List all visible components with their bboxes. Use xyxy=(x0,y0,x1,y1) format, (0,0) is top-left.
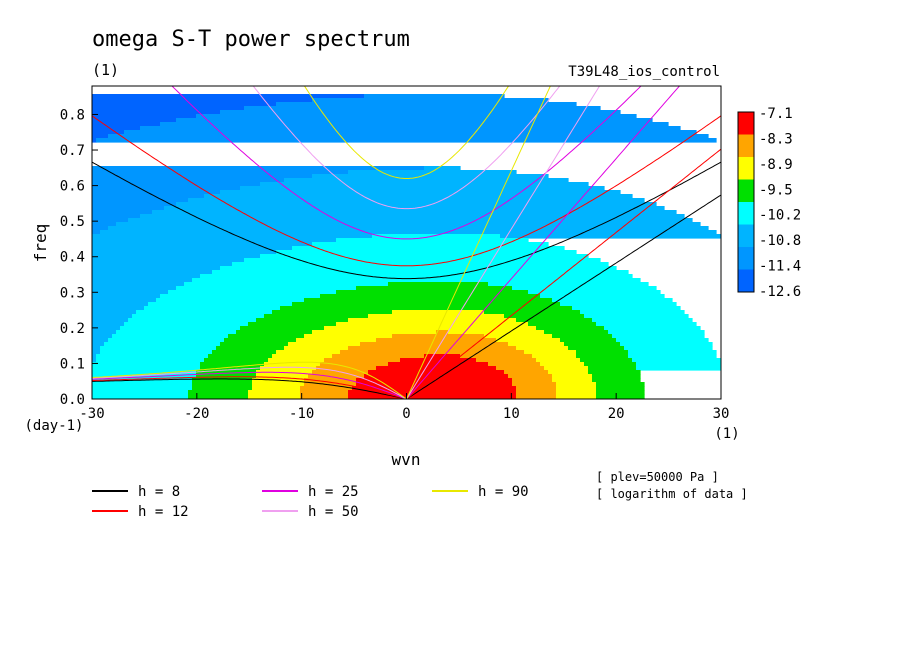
legend-entry: h = 90 xyxy=(432,484,529,500)
contour-fills xyxy=(92,94,721,399)
y-tick-label: 0.2 xyxy=(60,321,85,337)
colorbar: -7.1 -8.3 -8.9 -9.5 -10.2 -10.8 -11.4 -12.6 xyxy=(737,106,801,300)
y-axis-label: freq xyxy=(31,224,50,263)
y-tick-label: 0.7 xyxy=(60,143,85,159)
colorbar-swatch xyxy=(738,157,754,180)
gravity-curve xyxy=(303,86,510,179)
x-tick-label: 0 xyxy=(402,406,410,422)
legend-entry: h = 25 xyxy=(262,484,359,500)
kelvin-curve xyxy=(406,86,681,399)
colorbar-label: -8.9 xyxy=(759,157,793,173)
dispersion-h-90 xyxy=(92,86,551,399)
experiment-label: T39L48_ios_control xyxy=(568,64,720,80)
y-tick-label: 0.8 xyxy=(60,107,85,123)
y-axis: 0.0 0.1 0.2 0.3 0.4 0.5 0.6 0.7 0.8 xyxy=(60,107,98,408)
colorbar-swatch xyxy=(738,179,754,203)
legend-entry: h = 8 xyxy=(92,484,180,500)
rossby-curve xyxy=(92,361,407,399)
x-tick-label: 10 xyxy=(503,406,520,422)
colorbar-label: -8.3 xyxy=(759,131,793,147)
chart-title: omega S-T power spectrum xyxy=(92,27,410,52)
x-tick-label: -30 xyxy=(79,406,104,422)
y-tick-label: 0.6 xyxy=(60,179,85,195)
legend-entry: h = 50 xyxy=(262,504,359,520)
legend-label: h = 8 xyxy=(138,484,180,500)
kelvin-curve xyxy=(406,194,721,399)
gravity-curve xyxy=(171,86,642,240)
x-tick-label: 20 xyxy=(608,406,625,422)
y-tick-label: 0.4 xyxy=(60,250,85,266)
colorbar-swatch xyxy=(738,202,754,225)
legend: h = 8 h = 12 h = 25 h = 50 h = 90 xyxy=(92,484,529,520)
x-tick-label: -20 xyxy=(184,406,209,422)
dispersion-curves xyxy=(92,86,721,399)
colorbar-swatch xyxy=(738,269,754,293)
x-tick-label: 30 xyxy=(713,406,730,422)
colorbar-label: -7.1 xyxy=(759,106,793,122)
y-tick-label: 0.0 xyxy=(60,392,85,408)
legend-entry: h = 12 xyxy=(92,504,189,520)
legend-label: h = 12 xyxy=(138,504,189,520)
colorbar-label: -12.6 xyxy=(759,284,801,300)
colorbar-label: -9.5 xyxy=(759,182,793,198)
rossby-curve xyxy=(92,366,407,399)
dispersion-h-12 xyxy=(92,115,721,399)
y-tick-label: 0.5 xyxy=(60,214,85,230)
gravity-curve xyxy=(92,115,721,267)
colorbar-swatch xyxy=(738,247,754,270)
annotation-log: [ logarithm of data ] xyxy=(596,487,748,501)
annotation-plev: [ plev=50000 Pa ] xyxy=(596,470,719,484)
plot-area xyxy=(92,86,721,399)
legend-label: h = 90 xyxy=(478,484,529,500)
y-tick-label: 0.1 xyxy=(60,356,85,372)
colorbar-swatch xyxy=(738,224,754,248)
x-axis: -30 -20 -10 0 10 20 30 xyxy=(79,393,729,422)
rossby-curve xyxy=(92,378,407,399)
colorbar-label: -10.8 xyxy=(759,233,801,249)
x-axis-label: wvn xyxy=(392,450,421,469)
colorbar-label: -10.2 xyxy=(759,208,801,224)
rossby-curve xyxy=(92,371,407,399)
gravity-curve xyxy=(92,161,721,280)
dispersion-h-25 xyxy=(92,86,681,399)
kelvin-curve xyxy=(406,86,601,399)
y-tick-label: 0.3 xyxy=(60,285,85,301)
gravity-curve xyxy=(252,86,561,210)
kelvin-curve xyxy=(406,148,721,399)
x-tick-label: -10 xyxy=(289,406,314,422)
colorbar-label: -11.4 xyxy=(759,259,801,275)
colorbar-swatch xyxy=(738,112,754,135)
dispersion-h-50 xyxy=(92,86,601,399)
rossby-curve xyxy=(92,376,407,399)
kelvin-curve xyxy=(406,86,551,399)
colorbar-frame xyxy=(737,111,755,293)
colorbar-swatch xyxy=(738,134,754,158)
dispersion-h-8 xyxy=(92,161,721,399)
chart-units: (1) xyxy=(92,61,119,79)
y-axis-units: (day-1) xyxy=(24,418,83,434)
legend-label: h = 25 xyxy=(308,484,359,500)
legend-label: h = 50 xyxy=(308,504,359,520)
x-axis-units: (1) xyxy=(714,426,739,442)
